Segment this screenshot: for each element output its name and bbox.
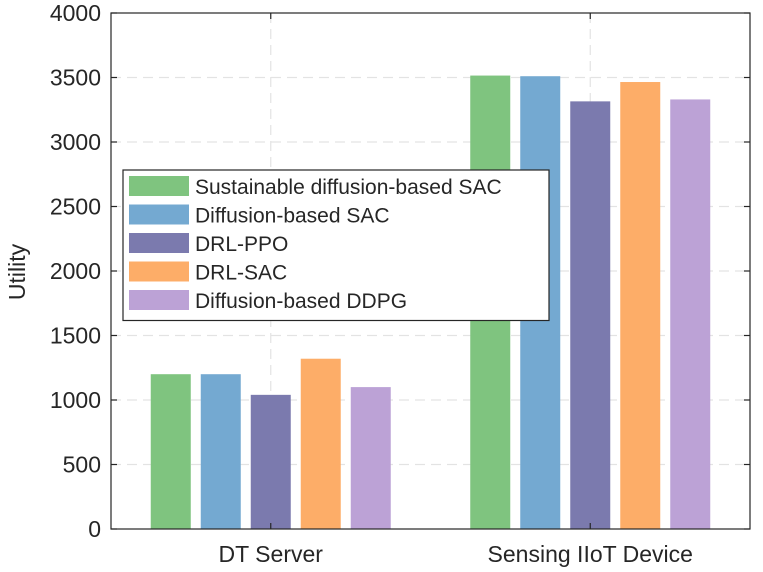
- legend-label: DRL-SAC: [195, 262, 287, 285]
- legend-label: Diffusion-based SAC: [195, 205, 390, 228]
- legend-swatch: [129, 204, 189, 225]
- legend-swatch: [129, 261, 189, 282]
- y-tick-label: 2500: [50, 194, 101, 220]
- bars: [150, 75, 711, 530]
- y-tick-label: 4000: [50, 0, 101, 26]
- legend-swatch: [129, 233, 189, 253]
- bar: [350, 387, 391, 529]
- bar: [670, 99, 711, 530]
- y-tick-label: 500: [63, 452, 101, 478]
- y-tick-label: 3000: [50, 129, 101, 155]
- legend-label: DRL-PPO: [195, 233, 288, 256]
- bar: [150, 374, 191, 529]
- legend-swatch: [129, 176, 189, 196]
- bar: [200, 374, 241, 529]
- bar: [300, 358, 341, 529]
- bar: [570, 101, 611, 530]
- y-tick-label: 2000: [50, 258, 101, 284]
- y-tick-label: 1000: [50, 387, 101, 413]
- y-tick-label: 0: [88, 516, 101, 542]
- x-tick-labels: DT Server Sensing IIoT Device: [219, 541, 693, 567]
- y-axis-label: Utility: [4, 243, 30, 300]
- y-tick-labels: 0 500 1000 1500 2000 2500 3000 3500 4000: [50, 0, 101, 542]
- y-tick-label: 1500: [50, 323, 101, 349]
- legend-box: [122, 169, 550, 322]
- legend-label: Diffusion-based DDPG: [195, 290, 407, 313]
- y-tick-label: 3500: [50, 65, 101, 91]
- x-tick-label: Sensing IIoT Device: [488, 541, 693, 567]
- bar: [250, 394, 291, 529]
- legend-label: Sustainable diffusion-based SAC: [195, 176, 502, 199]
- x-tick-label: DT Server: [219, 541, 324, 567]
- axes: [110, 12, 751, 530]
- bar: [620, 82, 661, 529]
- legend: Sustainable diffusion-based SAC Diffusion…: [122, 169, 550, 322]
- legend-swatch: [129, 290, 189, 310]
